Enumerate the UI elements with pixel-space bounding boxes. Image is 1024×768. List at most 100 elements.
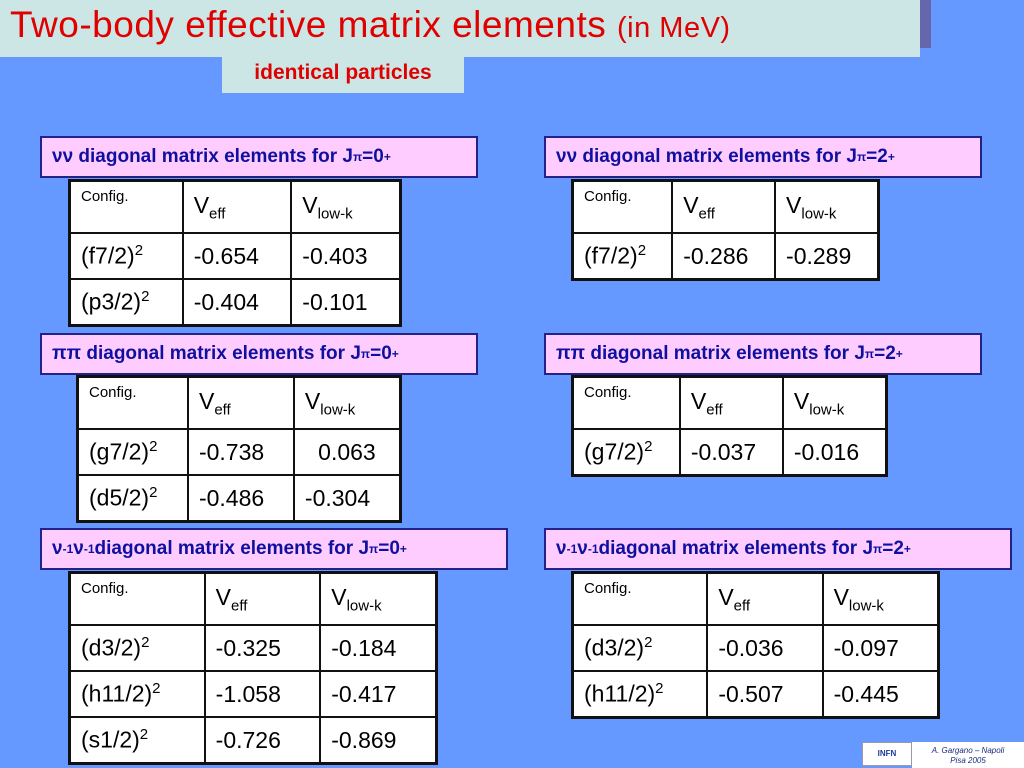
heading-exp: -1 bbox=[566, 542, 578, 556]
col-config: Config. bbox=[571, 375, 681, 430]
table-row: (h11/2)2 -0.507 -0.445 bbox=[571, 670, 940, 719]
table-row: (f7/2)2 -0.286 -0.289 bbox=[571, 232, 880, 281]
col-veff: Veff bbox=[671, 179, 777, 234]
table-row: (p3/2)2 -0.404 -0.101 bbox=[68, 278, 402, 327]
matrix-table-holes-j0: Config. Veff Vlow-k (d3/2)2 -0.325 -0.18… bbox=[68, 571, 438, 765]
cell-vlowk: -0.097 bbox=[821, 624, 940, 672]
table-header-row: Config. Veff Vlow-k bbox=[571, 571, 940, 626]
cell-veff: -0.486 bbox=[186, 474, 295, 523]
heading-eq: =2 bbox=[882, 538, 904, 559]
col-config: Config. bbox=[571, 571, 709, 626]
col-config: Config. bbox=[68, 179, 184, 234]
infn-logo: INFN bbox=[862, 742, 912, 766]
matrix-table-nunu-j0: Config. Veff Vlow-k (f7/2)2 -0.654 -0.40… bbox=[68, 179, 402, 327]
col-config: Config. bbox=[571, 179, 674, 234]
cell-vlowk: -0.289 bbox=[774, 232, 880, 281]
cell-veff: -0.325 bbox=[203, 624, 322, 672]
heading-nu: ν bbox=[52, 538, 63, 559]
table-header-row: Config. Veff Vlow-k bbox=[76, 375, 402, 430]
title-unit: (in MeV) bbox=[617, 12, 731, 44]
heading-text: ππ diagonal matrix elements for J bbox=[556, 343, 865, 364]
heading-pi: π bbox=[873, 542, 883, 556]
cell-veff: -0.286 bbox=[671, 232, 777, 281]
cell-veff: -0.037 bbox=[678, 428, 784, 477]
table-row: (d3/2)2 -0.325 -0.184 bbox=[68, 624, 438, 672]
table-header-row: Config. Veff Vlow-k bbox=[571, 179, 880, 234]
matrix-table-holes-j2: Config. Veff Vlow-k (d3/2)2 -0.036 -0.09… bbox=[571, 571, 940, 719]
heading-parity: + bbox=[399, 542, 407, 556]
heading-eq: =2 bbox=[874, 343, 896, 364]
cell-config: (h11/2)2 bbox=[68, 670, 206, 718]
table-row: (g7/2)2 -0.738 0.063 bbox=[76, 428, 402, 476]
table-header-row: Config. Veff Vlow-k bbox=[571, 375, 888, 430]
col-vlowk: Vlow-k bbox=[292, 375, 402, 430]
cell-veff: -0.654 bbox=[181, 232, 293, 280]
cell-config: (p3/2)2 bbox=[68, 278, 184, 327]
heading-parity: + bbox=[895, 347, 903, 361]
table-row: (f7/2)2 -0.654 -0.403 bbox=[68, 232, 402, 280]
col-vlowk: Vlow-k bbox=[781, 375, 888, 430]
col-veff: Veff bbox=[706, 571, 824, 626]
heading-nu: ν bbox=[577, 538, 588, 559]
col-vlowk: Vlow-k bbox=[821, 571, 940, 626]
heading-pi: π bbox=[369, 542, 379, 556]
cell-config: (f7/2)2 bbox=[68, 232, 184, 280]
footer-credit: A. Gargano – Napoli Pisa 2005 bbox=[912, 746, 1024, 766]
cell-config: (g7/2)2 bbox=[571, 428, 681, 477]
footer-author: A. Gargano – Napoli bbox=[931, 746, 1005, 755]
footer-panel bbox=[912, 742, 1024, 768]
cell-config: (s1/2)2 bbox=[68, 716, 206, 765]
title-main: Two-body effective matrix elements bbox=[10, 4, 618, 45]
table-header-row: Config. Veff Vlow-k bbox=[68, 179, 402, 234]
cell-config: (f7/2)2 bbox=[571, 232, 674, 281]
heading-pi: π bbox=[352, 150, 363, 164]
cell-vlowk: -0.445 bbox=[821, 670, 940, 719]
cell-config: (g7/2)2 bbox=[76, 428, 189, 476]
col-config: Config. bbox=[68, 571, 206, 626]
table-header-row: Config. Veff Vlow-k bbox=[68, 571, 438, 626]
col-config: Config. bbox=[76, 375, 189, 430]
title-shadow bbox=[920, 0, 931, 48]
cell-config: (d5/2)2 bbox=[76, 474, 189, 523]
table-row: (d3/2)2 -0.036 -0.097 bbox=[571, 624, 940, 672]
col-vlowk: Vlow-k bbox=[774, 179, 880, 234]
subtitle: identical particles bbox=[254, 61, 432, 84]
heading-exp: -1 bbox=[83, 542, 95, 556]
cell-config: (d3/2)2 bbox=[68, 624, 206, 672]
heading-pi: π bbox=[360, 347, 371, 361]
cell-vlowk: -0.869 bbox=[319, 716, 438, 765]
matrix-table-pipi-j0: Config. Veff Vlow-k (g7/2)2 -0.738 0.063… bbox=[76, 375, 402, 523]
heading-nu: ν bbox=[73, 538, 84, 559]
heading-text: ππ diagonal matrix elements for J bbox=[52, 343, 361, 364]
heading-eq: =0 bbox=[362, 146, 384, 167]
cell-veff: -0.507 bbox=[706, 670, 824, 719]
title-bar bbox=[0, 0, 920, 57]
heading-eq: =0 bbox=[378, 538, 400, 559]
heading-text: diagonal matrix elements for J bbox=[598, 538, 874, 559]
cell-vlowk: -0.184 bbox=[319, 624, 438, 672]
heading-parity: + bbox=[903, 542, 911, 556]
heading-eq: =0 bbox=[370, 343, 392, 364]
heading-text: νν diagonal matrix elements for J bbox=[52, 146, 353, 167]
matrix-table-nunu-j2: Config. Veff Vlow-k (f7/2)2 -0.286 -0.28… bbox=[571, 179, 880, 281]
col-veff: Veff bbox=[203, 571, 322, 626]
heading-parity: + bbox=[391, 347, 399, 361]
cell-veff: -0.738 bbox=[186, 428, 295, 476]
cell-vlowk: -0.304 bbox=[292, 474, 402, 523]
heading-text: diagonal matrix elements for J bbox=[94, 538, 370, 559]
table-row: (d5/2)2 -0.486 -0.304 bbox=[76, 474, 402, 523]
table-row: (h11/2)2 -1.058 -0.417 bbox=[68, 670, 438, 718]
heading-text: νν diagonal matrix elements for J bbox=[556, 146, 857, 167]
table-row: (g7/2)2 -0.037 -0.016 bbox=[571, 428, 888, 477]
col-veff: Veff bbox=[181, 179, 293, 234]
heading-exp: -1 bbox=[62, 542, 74, 556]
heading-parity: + bbox=[383, 150, 391, 164]
heading-exp: -1 bbox=[587, 542, 599, 556]
cell-vlowk: -0.417 bbox=[319, 670, 438, 718]
